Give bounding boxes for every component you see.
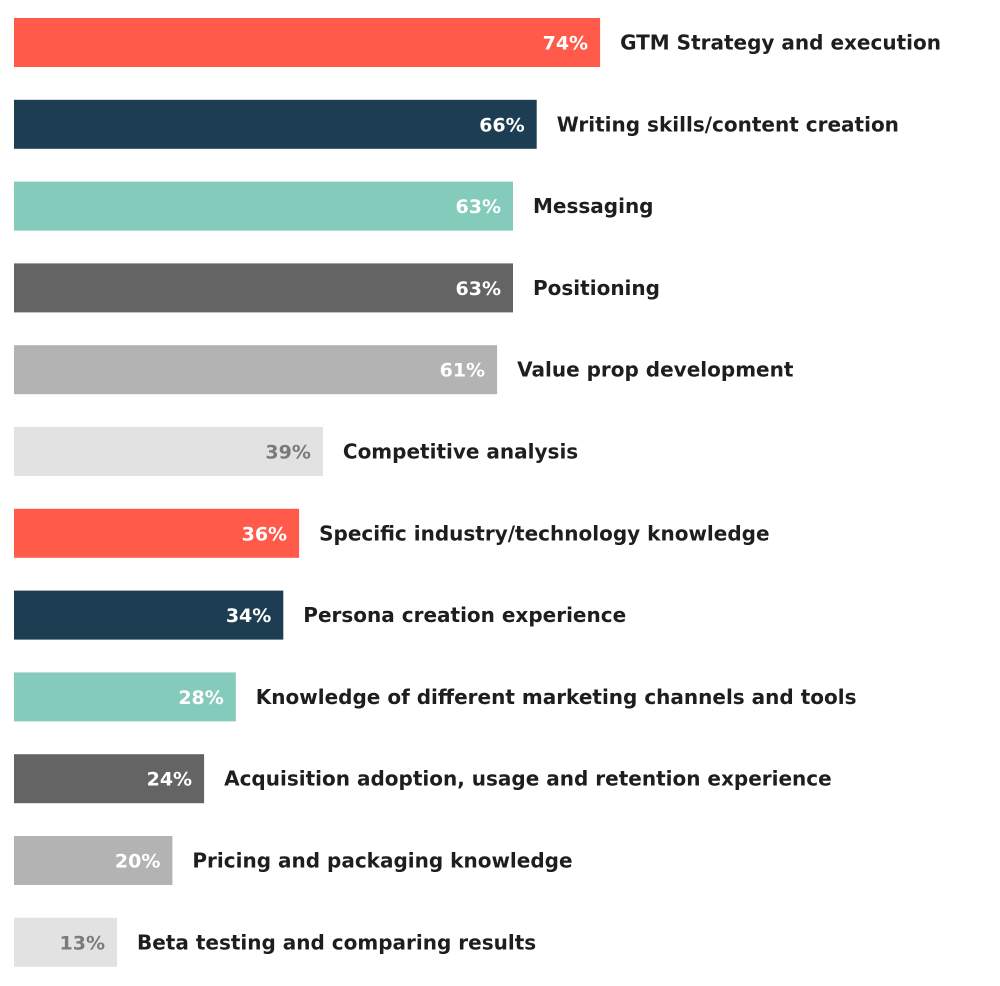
- bar-value-label-5: 61%: [440, 360, 485, 382]
- category-label-2: Writing skills/content creation: [557, 112, 899, 136]
- bar-value-label-9: 28%: [178, 687, 223, 709]
- category-label-7: Specific industry/technology knowledge: [319, 521, 769, 545]
- bar-2: [14, 99, 537, 149]
- bar-9: [14, 672, 236, 722]
- category-label-6: Competitive analysis: [343, 440, 578, 464]
- bar-11: [14, 836, 173, 885]
- bar-1: [14, 18, 601, 67]
- category-label-10: Acquisition adoption, usage and retentio…: [224, 767, 832, 791]
- category-label-5: Value prop development: [517, 358, 794, 382]
- category-label-4: Positioning: [533, 276, 660, 300]
- bar-value-label-6: 39%: [265, 442, 310, 464]
- bar-12: [14, 917, 117, 967]
- bar-value-label-10: 24%: [147, 769, 192, 791]
- bar-10: [14, 754, 205, 804]
- bar-value-label-1: 74%: [543, 33, 588, 55]
- bar-value-label-3: 63%: [456, 196, 501, 218]
- bar-value-label-12: 13%: [60, 932, 105, 954]
- category-label-1: GTM Strategy and execution: [620, 31, 941, 55]
- bar-7: [14, 508, 300, 558]
- category-label-9: Knowledge of different marketing channel…: [256, 685, 857, 709]
- bar-8: [14, 590, 284, 640]
- bar-value-label-4: 63%: [456, 278, 501, 300]
- bar-6: [14, 427, 323, 476]
- category-label-3: Messaging: [533, 194, 654, 218]
- category-label-8: Persona creation experience: [303, 603, 626, 627]
- bar-3: [14, 181, 513, 231]
- bar-value-label-2: 66%: [479, 114, 524, 136]
- bar-5: [14, 345, 498, 395]
- category-label-11: Pricing and packaging knowledge: [192, 849, 572, 873]
- bar-value-label-7: 36%: [242, 523, 287, 545]
- bar-4: [14, 263, 513, 313]
- bar-value-label-11: 20%: [115, 851, 160, 873]
- bar-value-label-8: 34%: [226, 605, 271, 627]
- category-label-12: Beta testing and comparing results: [137, 930, 536, 954]
- bars-group: 74% GTM Strategy and execution 66% Writing …: [14, 18, 941, 967]
